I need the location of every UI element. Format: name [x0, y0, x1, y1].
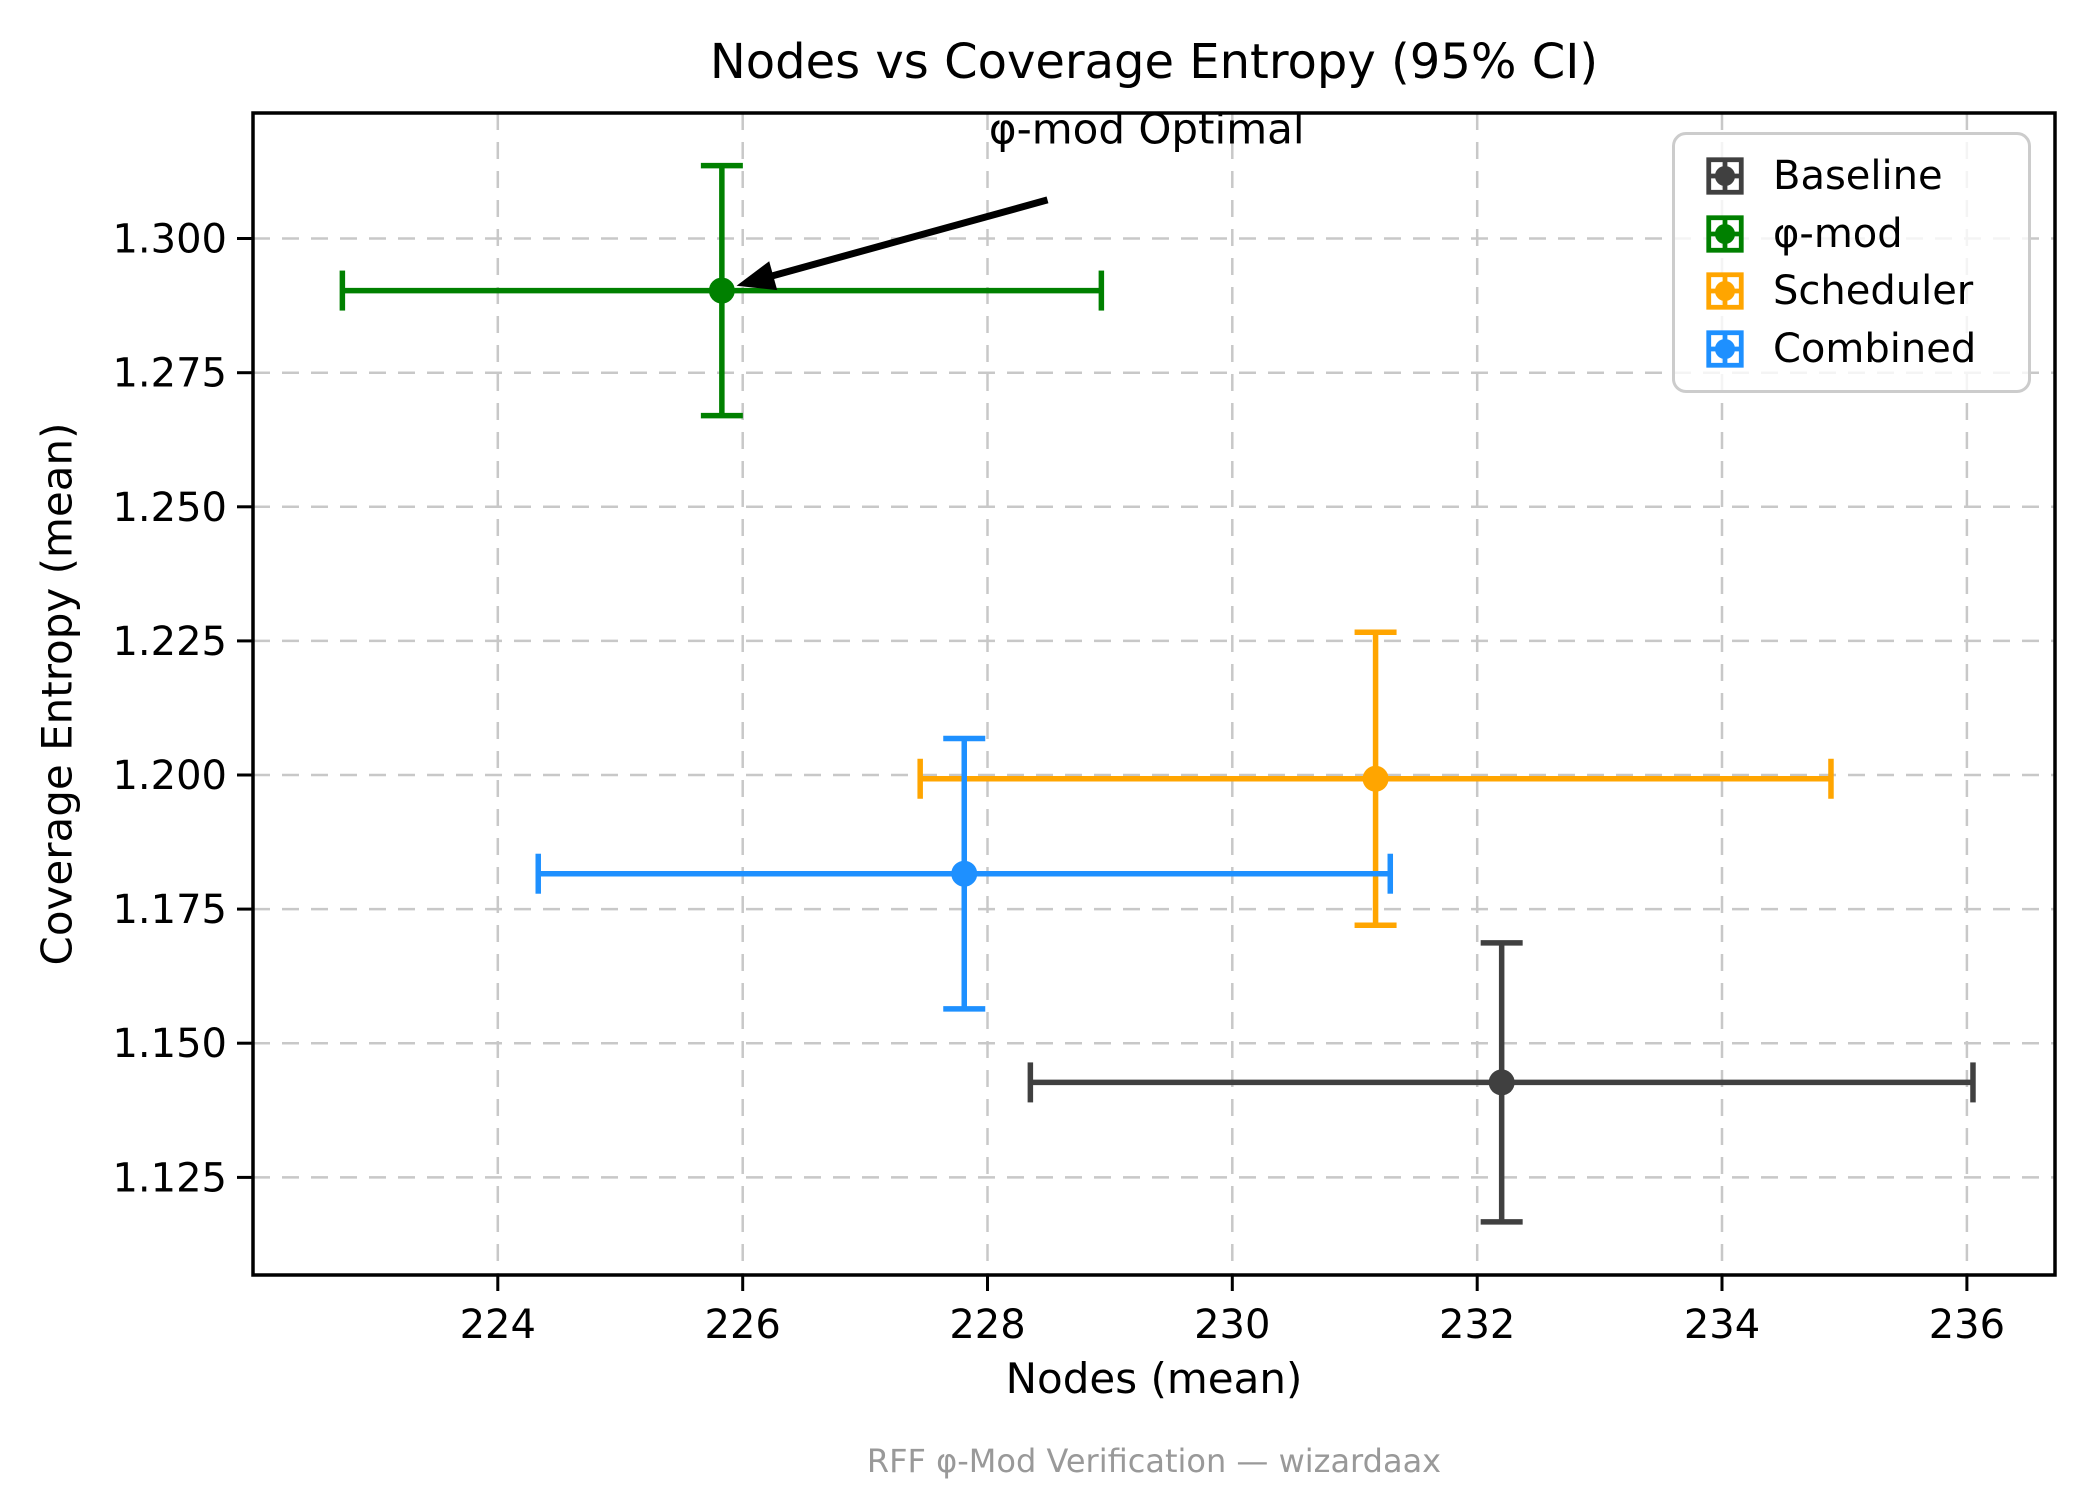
errorbar-marker-icon [1706, 330, 1744, 368]
y-tick-label: 1.300 [112, 217, 227, 263]
x-tick-label: 230 [1194, 1302, 1270, 1348]
legend-item-phi-mod: φ-mod [1703, 211, 2028, 257]
y-tick-label: 1.200 [112, 753, 227, 799]
legend-item-baseline: Baseline [1703, 153, 2028, 199]
series-Combined [535, 735, 1394, 1012]
y-tick-label: 1.175 [112, 887, 227, 933]
series-Baseline [1027, 940, 1976, 1225]
annotation-arrowhead [736, 261, 778, 291]
legend-label: φ-mod [1773, 210, 1903, 257]
series-φ-mod [339, 162, 1105, 419]
footer-note: RFF φ-Mod Verification — wizardaax [866, 1442, 1442, 1480]
legend-item-scheduler: Scheduler [1703, 268, 2028, 314]
x-axis-label: Nodes (mean) [1005, 1354, 1303, 1403]
data-point [1488, 1069, 1515, 1096]
legend-label: Scheduler [1773, 268, 1974, 315]
errorbar-marker-icon [1706, 157, 1744, 195]
errorbar-marker-icon [1706, 214, 1744, 253]
x-tick-label: 224 [460, 1302, 536, 1348]
y-tick-label: 1.250 [112, 485, 227, 531]
series-Scheduler [917, 629, 1834, 928]
data-point [708, 277, 735, 304]
annotation-text: φ-mod Optimal [989, 105, 1305, 154]
legend: Baseline φ-mod S [1672, 132, 2031, 393]
x-tick-label: 226 [705, 1302, 781, 1348]
axes-frame [251, 111, 2057, 1277]
legend-label: Baseline [1773, 152, 1943, 199]
x-tick-label: 228 [949, 1302, 1025, 1348]
y-tick-label: 1.150 [112, 1021, 227, 1067]
legend-label: Combined [1773, 326, 1977, 373]
legend-item-combined: Combined [1703, 326, 2028, 372]
chart-title: Nodes vs Coverage Entropy (95% CI) [709, 34, 1599, 90]
x-tick-label: 234 [1684, 1302, 1760, 1348]
data-point [951, 860, 978, 887]
annotation-arrow [766, 196, 1049, 281]
x-tick-label: 232 [1439, 1302, 1515, 1348]
y-tick-label: 1.225 [112, 619, 227, 665]
y-tick-label: 1.125 [112, 1155, 227, 1201]
data-point [1362, 765, 1389, 792]
x-tick-label: 236 [1929, 1302, 2005, 1348]
errorbar-marker-icon [1706, 272, 1744, 311]
y-tick-label: 1.275 [112, 351, 227, 397]
